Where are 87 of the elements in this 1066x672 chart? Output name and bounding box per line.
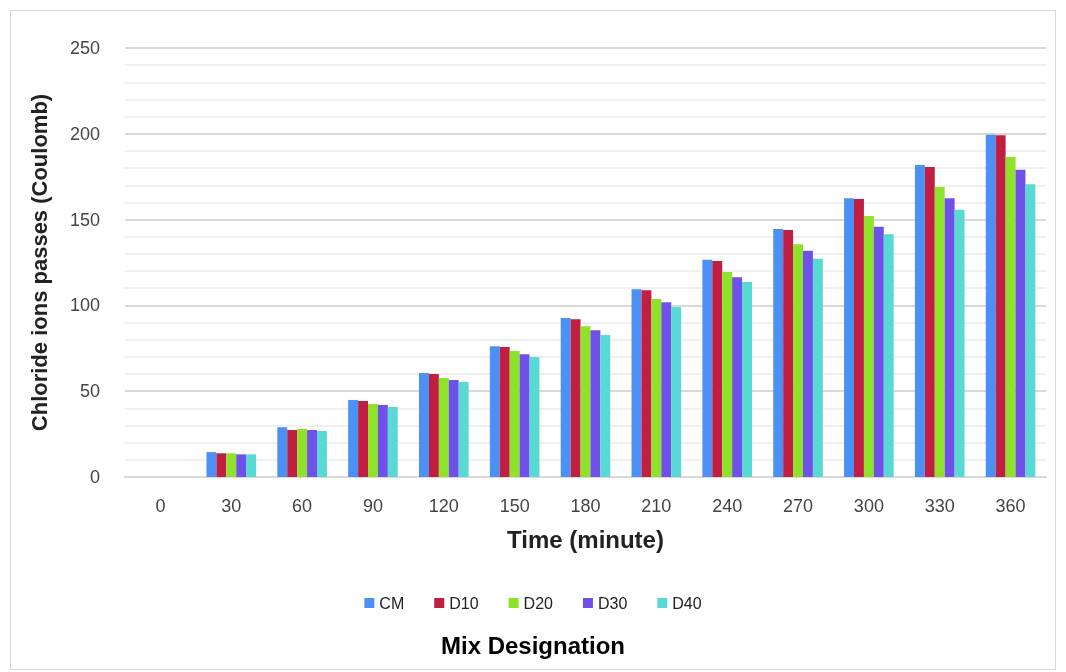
bar — [348, 399, 359, 477]
bar — [812, 258, 823, 477]
bar — [246, 454, 257, 477]
bar — [1025, 184, 1036, 477]
bar — [316, 431, 327, 477]
bar — [529, 357, 540, 477]
bar — [985, 134, 996, 477]
legend-label: D30 — [597, 594, 628, 612]
x-axis-title: Time (minute) — [507, 525, 664, 553]
legend-label: D40 — [672, 594, 702, 612]
bar — [1005, 156, 1016, 477]
legend-title: Mix Designation — [440, 631, 626, 659]
bar — [570, 319, 581, 477]
x-tick-label: 0 — [155, 496, 166, 516]
bar — [873, 226, 884, 477]
bar — [722, 271, 733, 477]
x-tick-label: 90 — [362, 496, 383, 516]
bar — [783, 230, 794, 477]
x-tick-label: 180 — [570, 496, 601, 516]
bar — [590, 330, 601, 477]
bar — [358, 400, 368, 477]
x-tick-label: 240 — [712, 496, 743, 516]
bar — [702, 259, 713, 477]
bar — [934, 187, 945, 477]
bar — [661, 302, 672, 477]
y-tick-label: 200 — [69, 123, 100, 144]
bar — [844, 198, 855, 477]
bar — [651, 299, 662, 477]
bar — [458, 381, 469, 477]
bar — [914, 165, 925, 477]
legend-label: CM — [379, 594, 405, 612]
bar — [509, 351, 520, 477]
y-axis-title: Chloride ions passes (Coulomb) — [26, 93, 52, 432]
bar — [712, 260, 723, 477]
x-tick-label: 30 — [221, 496, 242, 516]
bar — [499, 346, 510, 477]
bar — [297, 428, 308, 477]
bar — [854, 199, 864, 477]
bar — [924, 167, 935, 477]
bar — [519, 354, 530, 477]
x-tick-label: 360 — [995, 496, 1026, 516]
bar — [428, 374, 439, 477]
legend-label: D10 — [449, 594, 479, 612]
x-tick-label: 60 — [292, 496, 313, 516]
bar — [287, 429, 298, 477]
x-tick-label: 330 — [924, 496, 955, 516]
bar — [954, 209, 965, 477]
y-tick-label: 150 — [69, 209, 100, 230]
y-tick-label: 100 — [69, 295, 100, 316]
bar — [803, 250, 813, 477]
bar — [863, 216, 874, 477]
x-tick-label: 270 — [783, 496, 814, 516]
bar — [307, 429, 317, 477]
legend-label: D20 — [523, 594, 554, 612]
bar — [600, 335, 611, 477]
bar — [560, 317, 571, 477]
bar — [226, 453, 237, 477]
bar — [732, 277, 743, 477]
y-tick-label: 0 — [89, 467, 100, 487]
x-tick-label: 300 — [853, 496, 884, 516]
bar — [793, 244, 803, 477]
bar — [206, 452, 217, 477]
bar — [387, 406, 398, 477]
bar — [641, 290, 652, 477]
bar — [1015, 169, 1026, 477]
bar — [419, 373, 429, 477]
bar — [995, 135, 1006, 477]
x-tick-label: 120 — [428, 496, 459, 516]
bar — [368, 404, 378, 477]
bar — [489, 346, 500, 477]
bar — [216, 453, 227, 477]
bar — [236, 454, 247, 477]
bar — [671, 307, 682, 477]
bar — [277, 427, 288, 477]
bar — [742, 282, 752, 477]
bar — [580, 326, 591, 477]
bar — [438, 377, 449, 477]
bar — [631, 289, 642, 477]
y-tick-label: 250 — [69, 38, 100, 58]
x-tick-label: 150 — [499, 496, 530, 516]
bar — [448, 380, 459, 477]
bar — [377, 404, 388, 477]
x-tick-label: 210 — [641, 496, 672, 516]
bar — [944, 198, 955, 477]
bar — [773, 229, 784, 477]
bar — [883, 234, 894, 477]
y-tick-label: 50 — [79, 381, 100, 402]
